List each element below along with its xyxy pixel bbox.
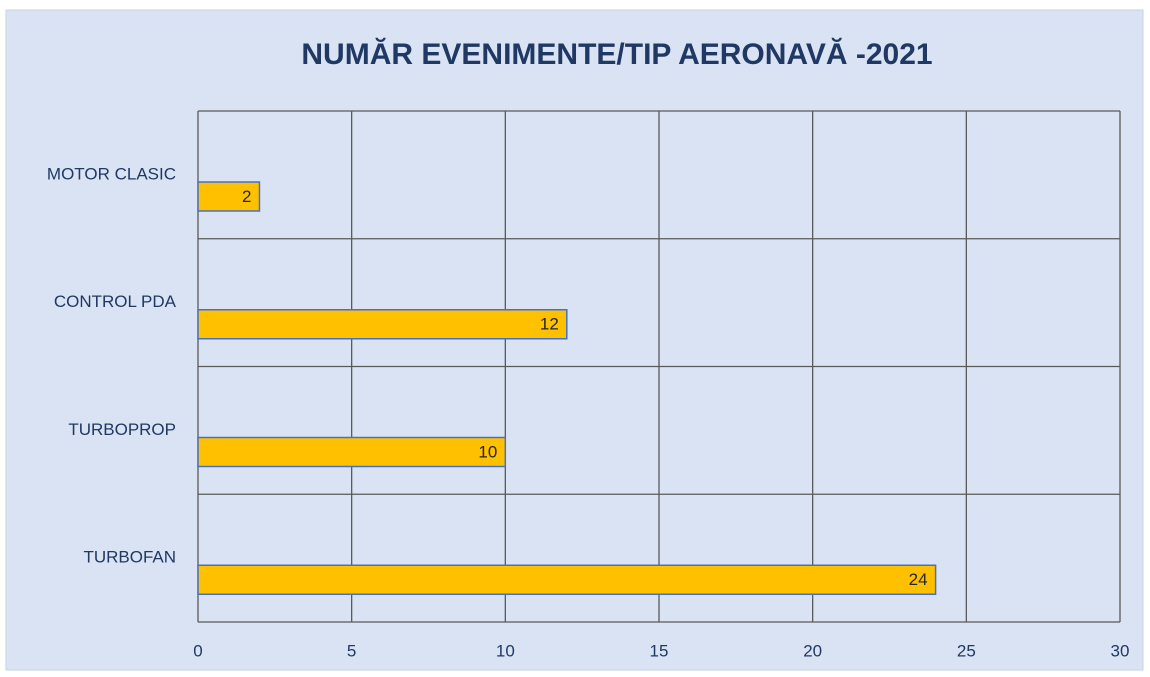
y-tick-label: CONTROL PDA xyxy=(54,292,177,311)
bar xyxy=(197,181,261,212)
x-tick-label: 10 xyxy=(496,641,515,660)
x-tick-label: 15 xyxy=(650,641,669,660)
x-tick-label: 25 xyxy=(957,641,976,660)
bar xyxy=(197,564,937,595)
x-tick-label: 20 xyxy=(803,641,822,660)
data-label: 10 xyxy=(478,442,497,461)
x-tick-label: 30 xyxy=(1111,641,1130,660)
bar xyxy=(197,436,507,468)
data-label: 2 xyxy=(242,187,251,206)
bar xyxy=(197,309,568,340)
x-tick-label: 5 xyxy=(347,641,356,660)
y-tick-label: TURBOPROP xyxy=(68,420,176,439)
data-label: 12 xyxy=(540,315,559,334)
chart-background xyxy=(5,9,1144,671)
y-tick-label: TURBOFAN xyxy=(83,548,176,567)
data-label: 24 xyxy=(909,570,928,589)
x-tick-label: 0 xyxy=(193,641,202,660)
chart-title: NUMĂR EVENIMENTE/TIP AERONAVĂ -2021 xyxy=(301,37,932,71)
y-tick-label: MOTOR CLASIC xyxy=(47,164,176,183)
